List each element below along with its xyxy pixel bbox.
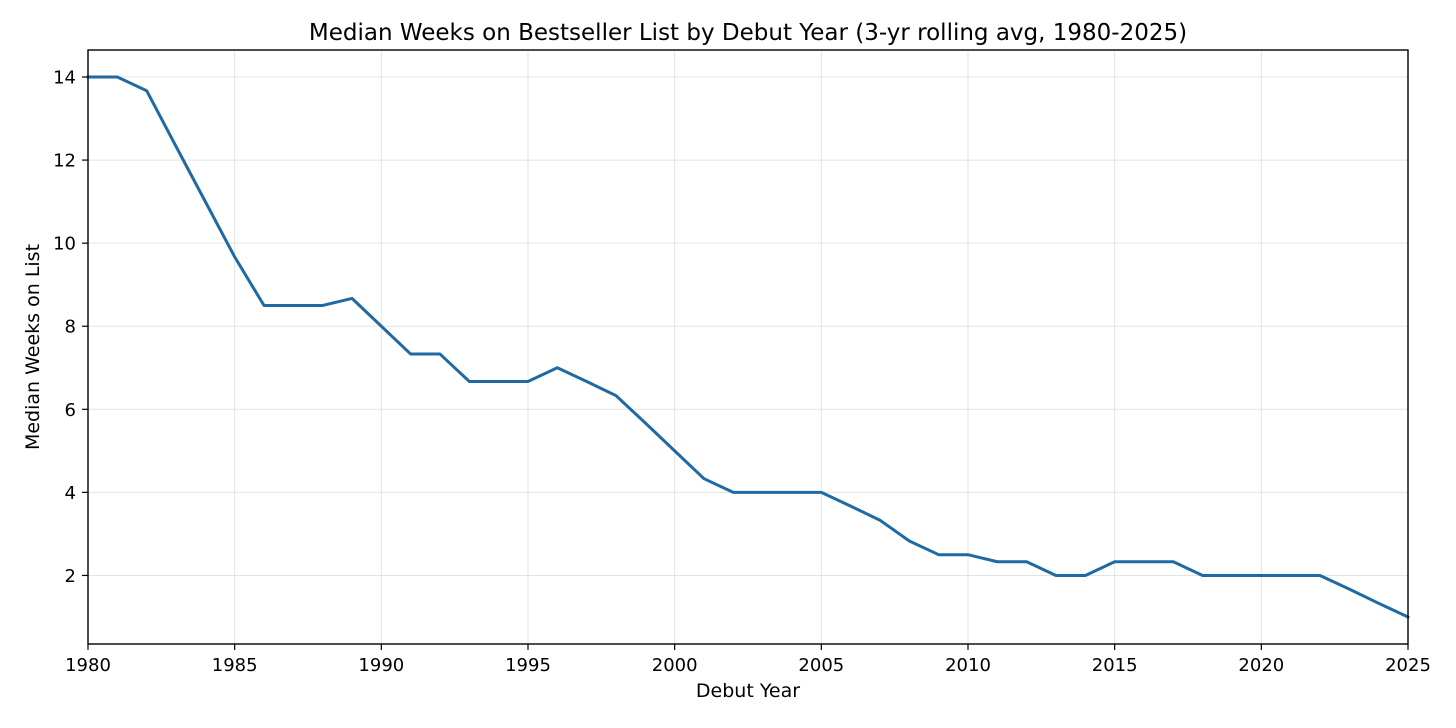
data-point: [877, 517, 883, 523]
data-point: [730, 489, 736, 495]
x-axis-title: Debut Year: [696, 680, 800, 702]
data-point: [1229, 572, 1235, 578]
data-point: [965, 552, 971, 558]
data-point: [114, 74, 120, 80]
x-tick-label: 2010: [945, 655, 991, 676]
x-axis: 1980 1985 1990 1995 2000 2005 2010 2015 2020 2025: [65, 644, 1431, 676]
data-point: [525, 378, 531, 384]
data-point: [1258, 572, 1264, 578]
data-point: [1170, 559, 1176, 565]
data-point: [496, 378, 502, 384]
y-tick-label: 12: [53, 151, 76, 172]
data-point: [1112, 559, 1118, 565]
data-point: [936, 552, 942, 558]
data-point: [848, 503, 854, 509]
data-point: [1082, 572, 1088, 578]
data-point: [1376, 600, 1382, 606]
x-tick-label: 2025: [1385, 655, 1431, 676]
data-point: [672, 448, 678, 454]
data-point: [613, 393, 619, 399]
x-tick-label: 1990: [358, 655, 404, 676]
data-point: [642, 420, 648, 426]
y-tick-label: 6: [65, 400, 76, 421]
x-tick-label: 1980: [65, 655, 111, 676]
x-tick-label: 1995: [505, 655, 551, 676]
gridlines: [87, 50, 1409, 644]
data-point: [1288, 572, 1294, 578]
data-point: [173, 143, 179, 149]
data-point: [437, 351, 443, 357]
data-point: [408, 351, 414, 357]
data-point: [290, 302, 296, 308]
data-point: [378, 323, 384, 329]
data-point: [1141, 559, 1147, 565]
x-tick-label: 1985: [212, 655, 258, 676]
y-tick-label: 4: [65, 483, 76, 504]
y-tick-label: 8: [65, 317, 76, 338]
x-tick-label: 2015: [1092, 655, 1138, 676]
series-layer: [86, 74, 1410, 619]
data-point: [760, 489, 766, 495]
y-tick-label: 10: [53, 234, 76, 255]
y-tick-label: 14: [53, 68, 76, 89]
data-point: [466, 378, 472, 384]
data-point: [554, 365, 560, 371]
series-line: [86, 75, 1410, 619]
data-point: [906, 538, 912, 544]
data-point: [1024, 559, 1030, 565]
plot-frame: [87, 49, 1409, 645]
data-point: [818, 489, 824, 495]
data-point: [994, 559, 1000, 565]
data-point: [1346, 586, 1352, 592]
y-tick-label: 2: [65, 566, 76, 587]
data-point: [701, 476, 707, 482]
data-point: [144, 88, 150, 94]
data-point: [584, 378, 590, 384]
x-tick-label: 2020: [1238, 655, 1284, 676]
data-point: [1200, 572, 1206, 578]
data-point: [320, 302, 326, 308]
x-tick-label: 2000: [652, 655, 698, 676]
data-point: [232, 254, 238, 260]
data-point: [349, 295, 355, 301]
y-axis-title: Median Weeks on List: [22, 244, 44, 450]
data-point: [789, 489, 795, 495]
data-point: [1053, 572, 1059, 578]
chart-title: Median Weeks on Bestseller List by Debut…: [309, 20, 1187, 46]
x-tick-label: 2005: [798, 655, 844, 676]
data-point: [202, 199, 208, 205]
data-point: [261, 302, 267, 308]
data-point: [1317, 572, 1323, 578]
y-axis: 2 4 6 8 10 12 14: [53, 68, 88, 587]
